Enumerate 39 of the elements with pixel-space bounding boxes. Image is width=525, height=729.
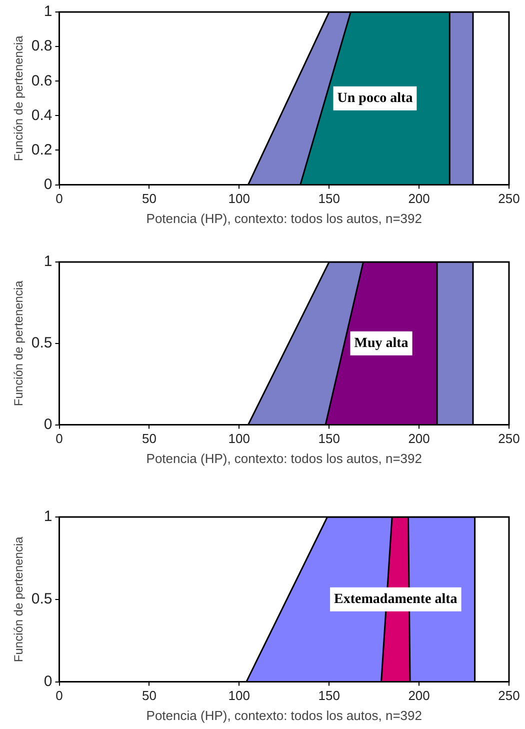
x-tick-label: 100 — [228, 431, 250, 446]
x-tick-label: 0 — [56, 688, 63, 704]
x-tick-label: 150 — [318, 191, 340, 206]
annotation: Muy alta — [354, 336, 408, 352]
x-tick-label: 250 — [498, 191, 520, 206]
x-tick-label: 250 — [498, 688, 520, 704]
y-tick-label: 1 — [44, 508, 52, 526]
x-tick-label: 0 — [56, 191, 63, 206]
x-tick-label: 150 — [318, 688, 340, 704]
x-tick-label: 50 — [142, 191, 156, 206]
x-tick-label: 200 — [408, 191, 430, 206]
y-tick-label: 1 — [44, 3, 52, 20]
y-axis-title: Función de pertenencia — [12, 280, 26, 406]
y-tick-label: 0 — [44, 176, 52, 193]
y-tick-label: 0.4 — [31, 106, 52, 124]
x-tick-label: 150 — [318, 431, 340, 446]
x-tick-label: 0 — [56, 431, 63, 446]
y-axis-title: Función de pertenencia — [12, 536, 26, 662]
y-tick-label: 0 — [44, 672, 52, 690]
y-tick-label: 1 — [44, 253, 52, 270]
x-axis-title: Potencia (HP), contexto: todos los autos, n=392 — [146, 450, 422, 466]
x-tick-label: 100 — [228, 191, 250, 206]
x-tick-label: 200 — [408, 688, 430, 704]
x-axis-title: Potencia (HP), contexto: todos los autos, n=392 — [146, 708, 422, 723]
y-tick-label: 0.2 — [31, 141, 52, 158]
y-tick-label: 0.6 — [31, 72, 52, 90]
x-tick-label: 50 — [142, 688, 156, 704]
x-axis-title: Potencia (HP), contexto: todos los autos, n=392 — [146, 210, 422, 226]
x-tick-label: 50 — [142, 431, 156, 446]
y-tick-label: 0.5 — [31, 334, 52, 352]
annotation: Un poco alta — [337, 91, 413, 106]
x-tick-label: 100 — [228, 688, 250, 704]
y-tick-label: 0.8 — [31, 38, 52, 55]
y-axis-title: Función de pertenencia — [12, 35, 26, 162]
y-tick-label: 0 — [44, 416, 52, 433]
y-tick-label: 0.5 — [31, 590, 52, 608]
annotation: Extemadamente alta — [334, 592, 458, 608]
x-tick-label: 250 — [498, 431, 520, 446]
x-tick-label: 200 — [408, 431, 430, 446]
